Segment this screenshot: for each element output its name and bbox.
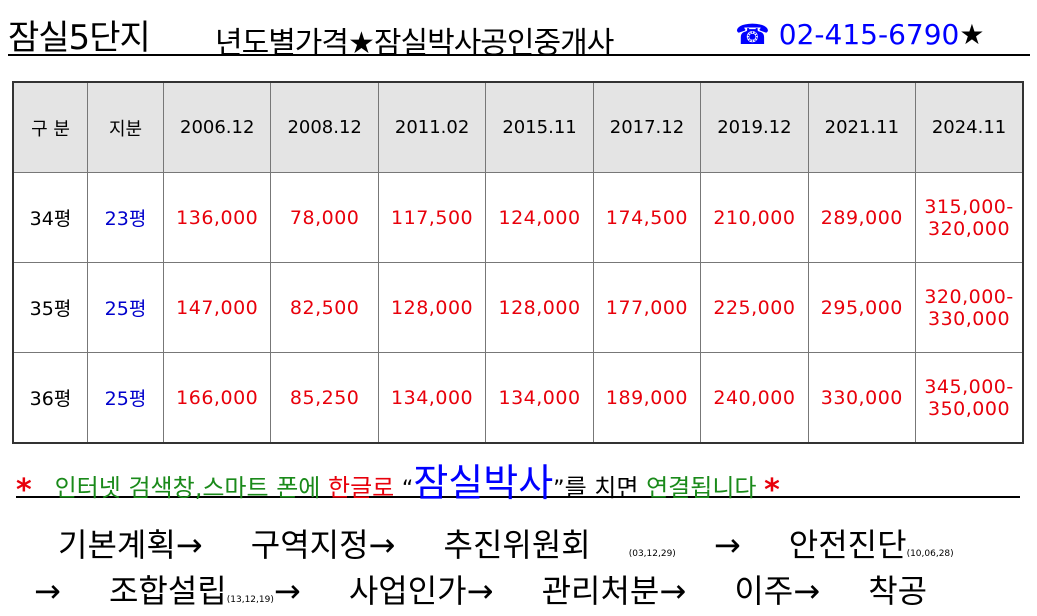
column-header: 2019.12 (700, 81, 809, 173)
price-cell: 128,000 (485, 262, 594, 353)
price-cell: 134,000 (485, 352, 594, 444)
price-cell: 85,250 (270, 352, 379, 444)
column-header: 구 분 (12, 81, 88, 173)
quote-open: “ (401, 477, 414, 502)
asterisk-icon: * (764, 473, 780, 508)
notice-text-4: 연결됩니다 (646, 474, 757, 502)
step-committee-label: 추진위원회 (443, 526, 591, 564)
price-cell: 210,000 (700, 172, 809, 263)
price-range-cell: 315,000- 320,000 (915, 172, 1024, 263)
asterisk-icon: * (16, 473, 32, 508)
step-association: 조합설립(13,12,19)→ (109, 572, 301, 610)
column-header: 2024.11 (915, 81, 1024, 173)
phone-number[interactable]: ☎ 02-415-6790★ (735, 18, 984, 51)
price-table: 구 분 지분 2006.12 2008.12 2011.02 2015.11 2… (12, 81, 1024, 444)
column-header: 2021.11 (807, 81, 917, 173)
notice-text-1: 인터넷 검색창,스마트 폰에 (54, 474, 321, 502)
table-row: 34평 23평 136,000 78,000 117,500 124,000 1… (12, 172, 1024, 263)
notice-text-3: 를 치면 (564, 474, 639, 502)
column-header: 2008.12 (270, 81, 379, 173)
price-cell: 124,000 (485, 172, 594, 263)
price-range-low: 315,000- (924, 195, 1014, 218)
table-row: 35평 25평 147,000 82,500 128,000 128,000 1… (12, 262, 1024, 353)
price-range-cell: 345,000- 350,000 (915, 352, 1024, 444)
price-cell: 189,000 (592, 352, 702, 444)
notice-text-2: 한글로 (328, 474, 395, 502)
share-cell: 23평 (87, 172, 164, 263)
page-header: 잠실5단지 년도별가격★잠실박사공인중개사 ☎ 02-415-6790★ (8, 8, 1030, 61)
column-header: 2017.12 (592, 81, 702, 173)
star-icon: ★ (959, 18, 985, 51)
step-committee: 추진위원회 (03,12,29) → (444, 526, 741, 564)
price-range-low: 320,000- (924, 285, 1014, 308)
price-cell: 134,000 (377, 352, 487, 444)
price-cell: 225,000 (700, 262, 809, 353)
table-row: 36평 25평 166,000 85,250 134,000 134,000 1… (12, 352, 1024, 444)
price-cell: 330,000 (807, 352, 917, 444)
step-zone-designation: 구역지정→ (250, 526, 396, 564)
price-range-low: 345,000- (924, 375, 1014, 398)
step-safety-date: (10,06,28) (906, 549, 954, 559)
step-business-approval: 사업인가→ (348, 572, 494, 610)
phone-icon: ☎ (735, 18, 770, 51)
price-cell: 117,500 (377, 172, 487, 263)
search-notice: * 인터넷 검색창,스마트 폰에 한글로 “잠실박사”를 치면 연결됩니다 * (16, 452, 1020, 508)
area-cell: 34평 (12, 172, 88, 263)
arrow-icon: → (34, 572, 61, 610)
step-safety-inspection: 안전진단(10,06,28) (789, 526, 954, 564)
price-cell: 136,000 (162, 172, 272, 263)
price-range-high: 320,000 (927, 217, 1011, 240)
share-cell: 25평 (87, 262, 164, 353)
step-safety-label: 안전진단 (788, 526, 907, 564)
step-association-date: (13,12,19) (226, 595, 274, 605)
process-steps-row-1: 기본계획→ 구역지정→ 추진위원회 (03,12,29) → 안전진단(10,06,… (58, 520, 1037, 566)
column-header: 2006.12 (162, 81, 272, 173)
step-association-label: 조합설립 (108, 572, 227, 610)
price-range-cell: 320,000- 330,000 (915, 262, 1024, 353)
page-subtitle: 년도별가격★잠실박사공인중개사 (215, 26, 614, 61)
area-cell: 36평 (12, 352, 88, 444)
price-cell: 240,000 (700, 352, 809, 444)
price-cell: 82,500 (270, 262, 379, 353)
price-cell: 177,000 (592, 262, 702, 353)
price-range-high: 350,000 (927, 397, 1011, 420)
step-management-disposal: 관리처분→ (541, 572, 687, 610)
process-steps-row-2: → 조합설립(13,12,19)→ 사업인가→ 관리처분→ 이주→ 착공 (34, 566, 1037, 612)
step-relocation: 이주→ (734, 572, 821, 610)
price-range-high: 330,000 (927, 307, 1011, 330)
share-cell: 25평 (87, 352, 164, 444)
price-cell: 128,000 (377, 262, 487, 353)
price-cell: 174,500 (592, 172, 702, 263)
price-cell: 78,000 (270, 172, 379, 263)
column-header: 2015.11 (485, 81, 594, 173)
price-cell: 147,000 (162, 262, 272, 353)
area-cell: 35평 (12, 262, 88, 353)
table-header-row: 구 분 지분 2006.12 2008.12 2011.02 2015.11 2… (12, 81, 1024, 173)
phone-text: 02-415-6790 (778, 18, 960, 51)
column-header: 2011.02 (377, 81, 487, 173)
page-title: 잠실5단지 (8, 18, 151, 58)
arrow-icon: → (713, 526, 741, 564)
price-cell: 295,000 (807, 262, 917, 353)
arrow-icon: → (273, 572, 301, 610)
brand-name[interactable]: 잠실박사 (413, 461, 554, 505)
column-header: 지분 (87, 81, 164, 173)
step-committee-date: (03,12,29) (628, 549, 676, 559)
price-cell: 166,000 (162, 352, 272, 444)
step-basic-plan: 기본계획→ (58, 526, 203, 564)
quote-close: ” (553, 477, 565, 502)
step-construction-start: 착공 (868, 572, 928, 610)
price-cell: 289,000 (807, 172, 917, 263)
